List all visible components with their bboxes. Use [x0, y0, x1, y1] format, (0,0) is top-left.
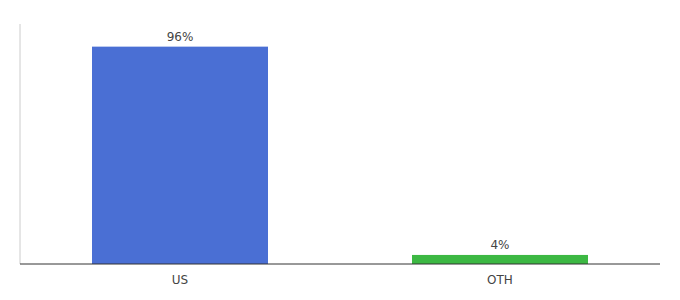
- x-axis-line: [20, 264, 660, 265]
- y-axis-line: [20, 24, 21, 264]
- data-label: 96%: [167, 30, 194, 44]
- data-label: 4%: [490, 238, 509, 252]
- x-tick-label: US: [172, 273, 188, 287]
- x-tick-label: OTH: [487, 273, 513, 287]
- chart-svg: 96% 4% US OTH: [0, 0, 680, 300]
- plot-area: [92, 47, 588, 264]
- chart-container: 96% 4% US OTH: [0, 0, 680, 300]
- bar: [92, 47, 268, 264]
- bar: [412, 255, 588, 264]
